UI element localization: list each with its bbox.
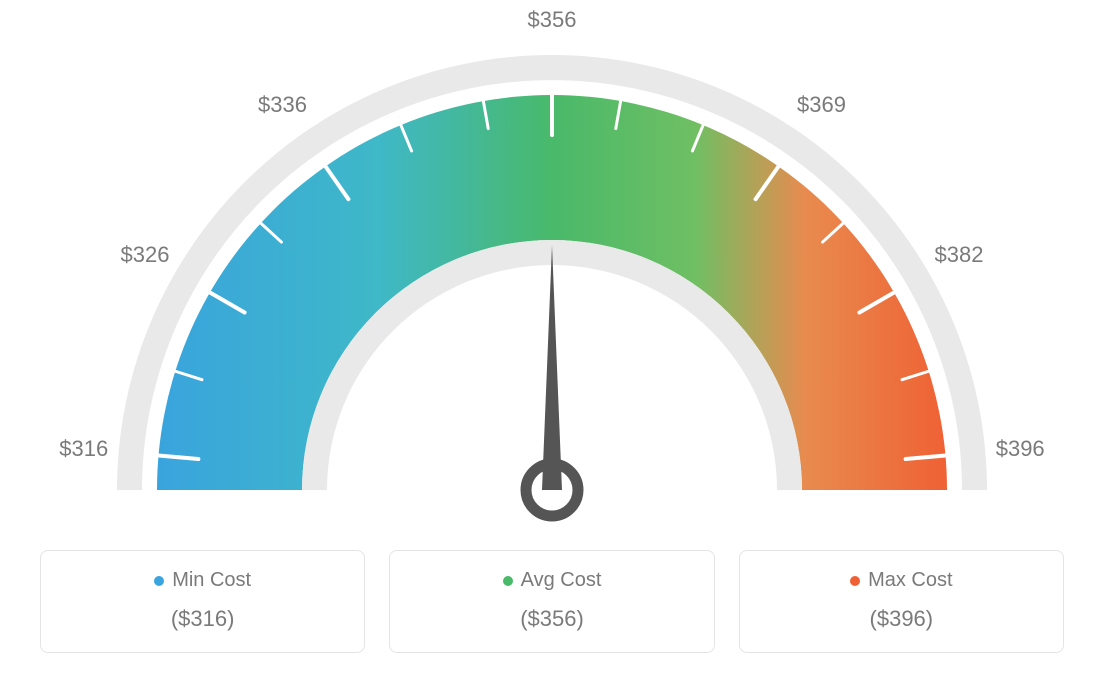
avg-cost-title: Avg Cost bbox=[503, 569, 602, 592]
avg-cost-value: ($356) bbox=[400, 606, 703, 632]
gauge-tick-label: $396 bbox=[996, 436, 1045, 462]
gauge-svg bbox=[0, 0, 1104, 540]
max-cost-card: Max Cost ($396) bbox=[739, 550, 1064, 653]
avg-cost-label: Avg Cost bbox=[521, 569, 602, 592]
min-cost-dot bbox=[154, 576, 164, 586]
gauge-tick-label: $369 bbox=[797, 92, 846, 118]
avg-cost-dot bbox=[503, 576, 513, 586]
gauge-tick-label: $336 bbox=[258, 92, 307, 118]
min-cost-value: ($316) bbox=[51, 606, 354, 632]
max-cost-title: Max Cost bbox=[850, 569, 952, 592]
gauge-tick-label: $326 bbox=[121, 242, 170, 268]
max-cost-value: ($396) bbox=[750, 606, 1053, 632]
avg-cost-card: Avg Cost ($356) bbox=[389, 550, 714, 653]
min-cost-card: Min Cost ($316) bbox=[40, 550, 365, 653]
max-cost-dot bbox=[850, 576, 860, 586]
gauge-chart: $316 $326 $336 $356 $369 $382 $396 bbox=[0, 0, 1104, 540]
min-cost-label: Min Cost bbox=[172, 569, 251, 592]
summary-cards: Min Cost ($316) Avg Cost ($356) Max Cost… bbox=[0, 550, 1104, 653]
min-cost-title: Min Cost bbox=[154, 569, 251, 592]
gauge-tick-label: $382 bbox=[935, 242, 984, 268]
max-cost-label: Max Cost bbox=[868, 569, 952, 592]
gauge-tick-label: $356 bbox=[528, 7, 577, 33]
gauge-tick-label: $316 bbox=[59, 436, 108, 462]
